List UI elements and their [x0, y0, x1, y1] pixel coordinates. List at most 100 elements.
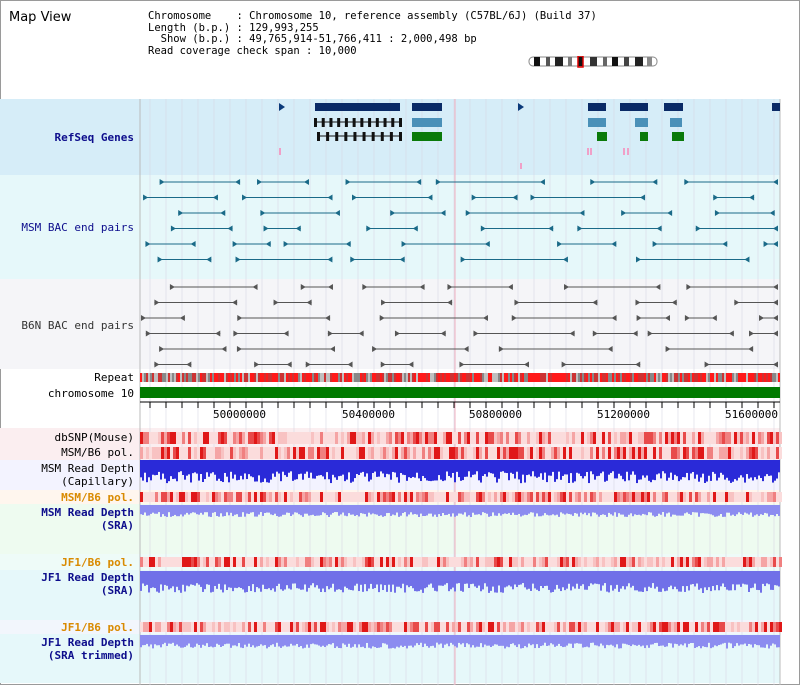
polymorphism-cell: [491, 432, 494, 444]
polymorphism-cell: [701, 432, 704, 444]
polymorphism-cell: [764, 432, 767, 444]
repeat-block: [216, 373, 218, 382]
read-depth-bar: [286, 460, 288, 477]
polymorphism-cell: [608, 492, 611, 502]
read-depth-bar: [690, 505, 692, 515]
polymorphism-cell: [296, 492, 299, 502]
polymorphism-cell: [437, 492, 440, 502]
polymorphism-cell: [710, 557, 713, 567]
read-depth-bar: [382, 635, 384, 644]
polymorphism-cell: [578, 447, 581, 459]
polymorphism-cell: [548, 447, 551, 459]
read-depth-bar: [736, 460, 738, 481]
polymorphism-cell: [437, 432, 440, 444]
msm-bac-pair-end: [227, 225, 233, 232]
track-label-msm-bac[interactable]: MSM BAC end pairs: [21, 221, 134, 234]
polymorphism-cell: [212, 622, 215, 632]
polymorphism-cell: [263, 492, 266, 502]
read-depth-bar: [344, 635, 346, 645]
b6n-bac-pair-end: [749, 330, 755, 337]
polymorphism-cell: [638, 622, 641, 632]
read-depth-bar: [418, 505, 420, 517]
b6n-bac-pair-end: [286, 361, 292, 368]
track-label-msm-depth-sra[interactable]: MSM Read Depth (SRA): [41, 506, 134, 532]
read-depth-bar: [556, 571, 558, 585]
polymorphism-cell: [179, 432, 182, 444]
read-depth-bar: [306, 571, 308, 592]
polymorphism-cell: [587, 432, 590, 444]
read-depth-bar: [468, 460, 470, 472]
track-label-refseq[interactable]: RefSeq Genes: [54, 131, 134, 144]
polymorphism-cell: [554, 447, 557, 459]
b6n-bac-pair-end: [498, 346, 504, 352]
read-depth-bar: [222, 505, 224, 517]
repeat-block: [772, 373, 774, 382]
read-depth-bar: [198, 505, 200, 515]
read-depth-bar: [256, 505, 258, 517]
transcript-block: [412, 132, 442, 141]
polymorphism-cell: [683, 492, 686, 502]
polymorphism-cell: [665, 622, 668, 632]
polymorphism-cell: [188, 492, 191, 502]
read-depth-bar: [628, 505, 630, 515]
b6n-bac-pair-end: [564, 284, 570, 290]
repeat-block: [370, 373, 372, 382]
polymorphism-cell: [689, 432, 692, 444]
polymorphism-cell: [512, 492, 515, 502]
repeat-block: [704, 373, 706, 382]
read-depth-bar: [556, 635, 558, 646]
repeat-block: [274, 373, 276, 382]
read-depth-bar: [716, 635, 718, 647]
polymorphism-cell: [512, 447, 515, 459]
polymorphism-cell: [698, 492, 701, 502]
repeat-block: [284, 373, 286, 382]
read-depth-bar: [584, 635, 586, 648]
repeat-block: [318, 373, 320, 382]
read-depth-bar: [172, 460, 174, 479]
polymorphism-cell: [479, 447, 482, 459]
polymorphism-cell: [707, 492, 710, 502]
polymorphism-cell: [614, 622, 617, 632]
repeat-block: [336, 373, 338, 382]
polymorphism-cell: [710, 622, 713, 632]
b6n-bac-pair-end: [306, 299, 312, 306]
repeat-block: [646, 373, 648, 382]
track-label-msm-b6-pol-1[interactable]: MSM/B6 pol.: [61, 446, 134, 459]
read-depth-bar: [494, 635, 496, 645]
polymorphism-cell: [203, 447, 206, 459]
track-label-repeat[interactable]: Repeat: [94, 371, 134, 384]
polymorphism-cell: [323, 447, 326, 459]
track-label-dbsnp[interactable]: dbSNP(Mouse): [54, 431, 134, 444]
repeat-block: [382, 373, 384, 382]
polymorphism-cell: [374, 557, 377, 567]
polymorphism-cell: [686, 447, 689, 459]
read-depth-bar: [778, 571, 780, 587]
track-label-jf1-b6-pol-2[interactable]: JF1/B6 pol.: [61, 621, 134, 634]
read-depth-bar: [774, 635, 776, 645]
track-label-jf1-depth-trimmed[interactable]: JF1 Read Depth (SRA trimmed): [41, 636, 134, 662]
chromosome-ideogram[interactable]: [528, 53, 660, 72]
read-depth-bar: [594, 635, 596, 646]
polymorphism-cell: [521, 492, 524, 502]
polymorphism-cell: [224, 622, 227, 632]
msm-bac-pair-end: [722, 241, 728, 247]
polymorphism-cell: [308, 622, 311, 632]
track-label-msm-b6-pol-2[interactable]: MSM/B6 pol.: [61, 491, 134, 504]
read-depth-bar: [546, 505, 548, 515]
b6n-bac-pair-end: [665, 346, 671, 352]
b6n-bac-pair-end: [635, 299, 641, 306]
track-label-jf1-b6-pol-1[interactable]: JF1/B6 pol.: [61, 556, 134, 569]
track-label-b6n-bac[interactable]: B6N BAC end pairs: [21, 319, 134, 332]
read-depth-bar: [412, 571, 414, 589]
read-depth-bar: [460, 635, 462, 645]
read-depth-bar: [236, 505, 238, 515]
polymorphism-cell: [578, 557, 581, 567]
polymorphism-cell: [155, 447, 158, 459]
polymorphism-cell: [623, 622, 626, 632]
repeat-block: [218, 373, 220, 382]
track-label-msm-depth-capillary[interactable]: MSM Read Depth (Capillary): [41, 462, 134, 488]
polymorphism-cell: [392, 622, 395, 632]
b6n-bac-pair-end: [592, 330, 598, 337]
track-label-jf1-depth-sra[interactable]: JF1 Read Depth (SRA): [41, 571, 134, 597]
track-label-chromosome[interactable]: chromosome 10: [47, 387, 134, 400]
